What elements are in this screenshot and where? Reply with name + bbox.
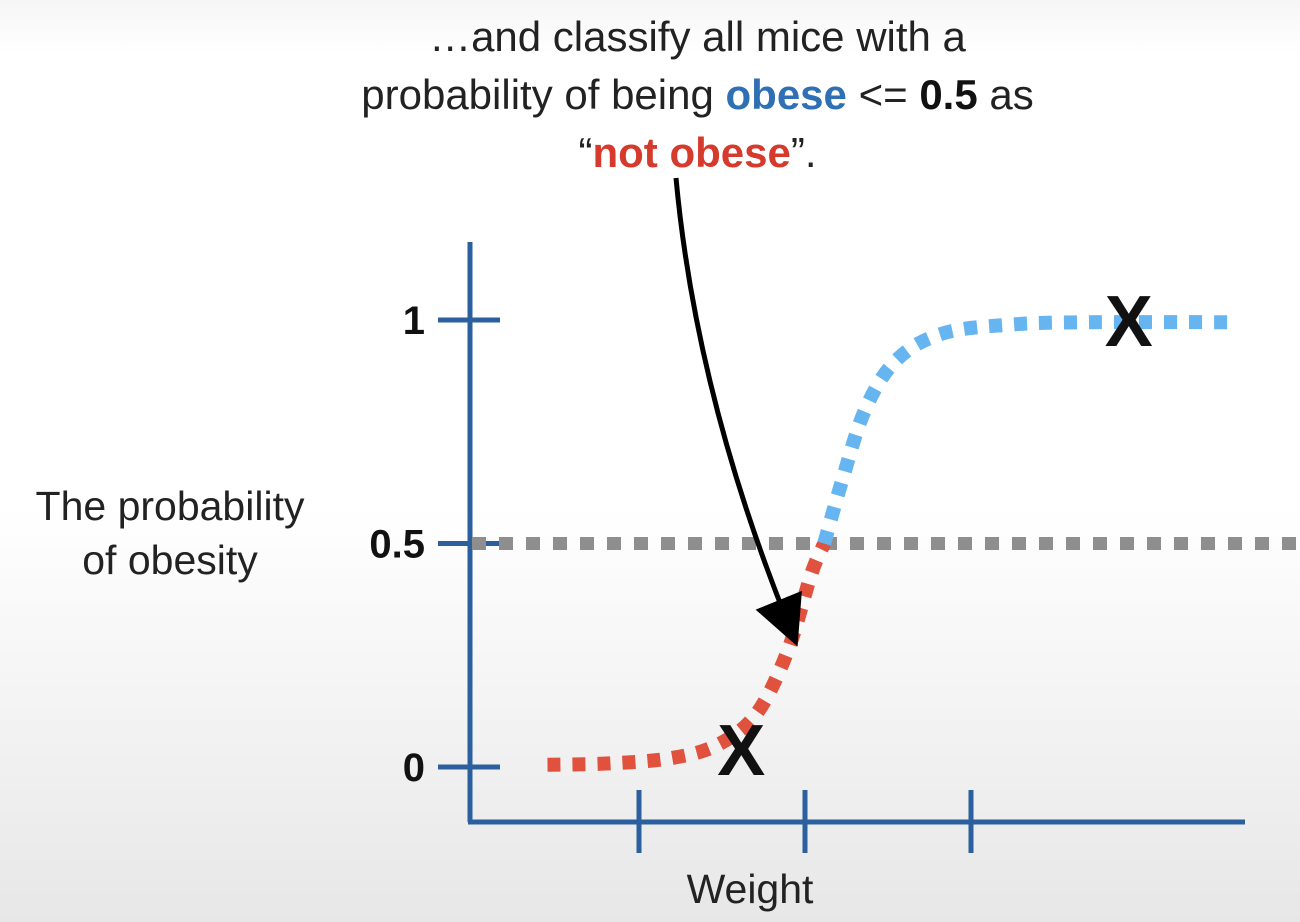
y-axis-label-line: The probability [36,483,305,529]
axes: 10.50 [369,242,1245,853]
caption-text: probability of being [361,71,726,118]
caption: …and classify all mice with a probabilit… [260,8,1135,182]
annotation-arrow [673,177,802,647]
y-tick-label: 0 [403,746,425,790]
curve-not-obese-segment [547,540,831,772]
y-tick-label: 1 [403,299,425,343]
caption-line-3: “not obese”. [260,124,1135,182]
quote-close: ”. [790,129,817,176]
data-point-x: X [717,711,765,791]
y-tick-label: 0.5 [369,523,425,567]
quote-open: “ [578,129,593,176]
obese-label: obese [725,71,847,118]
points-group: XX [717,282,1153,791]
curve-obese-segment [817,315,1238,546]
labels-group: Weight The probability of obesity [36,483,815,912]
caption-text-as: as [977,71,1034,118]
not-obese-label: not obese [592,129,791,176]
curve-group [547,315,1238,772]
data-point-x: X [1105,282,1153,362]
x-axis-label: Weight [687,866,814,912]
caption-line-2: probability of being obese <= 0.5 as [260,66,1135,124]
caption-line-1: …and classify all mice with a [429,13,966,60]
y-axis-label-line: of obesity [82,537,258,583]
caption-operator: <= [846,71,920,118]
arrow-group [673,177,802,647]
threshold-value: 0.5 [919,71,978,118]
